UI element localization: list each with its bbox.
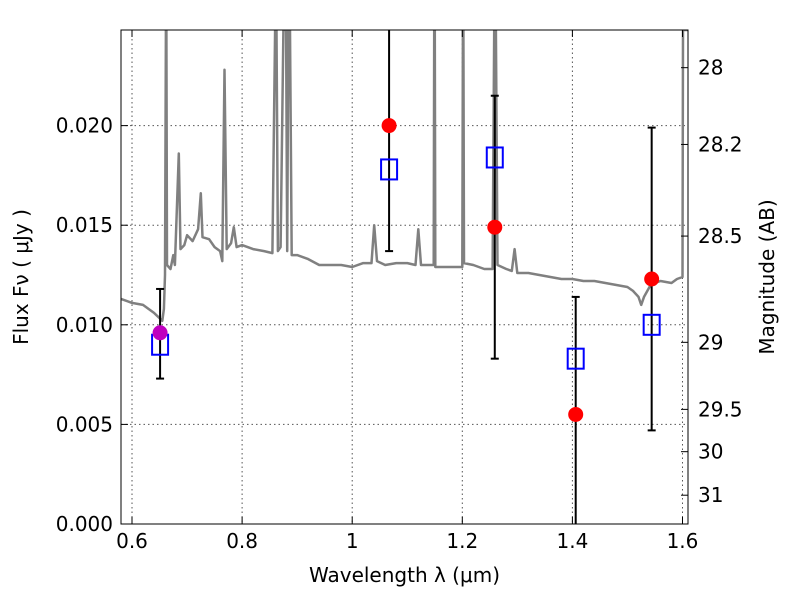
x-tick-label: 1.2	[446, 529, 478, 553]
synthetic-square-marker	[642, 313, 661, 336]
synthetic-square-marker	[485, 146, 504, 169]
errorbar-layer	[156, 30, 656, 524]
y-tick-label: 0.020	[56, 114, 113, 138]
y-tick-label: 0.005	[56, 412, 113, 436]
right-axis-title: Magnitude (AB)	[755, 199, 779, 354]
x-tick-label: 1	[346, 529, 359, 553]
spectrum-layer	[121, 30, 688, 323]
observed-point	[381, 118, 397, 134]
y-axis-title: Flux Fν ( μJy )	[9, 209, 33, 345]
observed-highlight-point	[152, 325, 168, 341]
x-tick-label: 0.8	[226, 529, 258, 553]
model-spectrum-line	[121, 30, 688, 323]
x-tick-label: 1.6	[667, 529, 699, 553]
axis-ticks: 0.6 0.8 1 1.2 1.4 1.6 0.000 0.005 0.010 0.015 0.02…	[56, 30, 743, 553]
x-axis-title: Wavelength λ (μm)	[309, 563, 500, 587]
observed-point	[568, 406, 584, 422]
observed-point	[644, 271, 660, 287]
marker-layer	[151, 118, 661, 422]
right-tick-label: 31	[698, 483, 723, 507]
right-tick-label: 30	[698, 440, 723, 464]
right-tick-label: 28.2	[698, 132, 743, 156]
synthetic-square-marker	[566, 347, 585, 370]
right-tick-label: 29.5	[698, 397, 743, 421]
y-tick-label: 0.000	[56, 512, 113, 536]
observed-point	[487, 219, 503, 235]
grid-lines	[121, 30, 688, 524]
x-tick-label: 1.4	[556, 529, 588, 553]
right-tick-label: 29	[698, 330, 723, 354]
right-tick-label: 28	[698, 56, 723, 80]
synthetic-square-marker	[380, 158, 399, 181]
right-tick-label: 28.5	[698, 224, 743, 248]
plot-frame	[120, 29, 689, 525]
y-tick-label: 0.015	[56, 213, 113, 237]
x-tick-label: 0.6	[116, 529, 148, 553]
y-tick-label: 0.010	[56, 313, 113, 337]
